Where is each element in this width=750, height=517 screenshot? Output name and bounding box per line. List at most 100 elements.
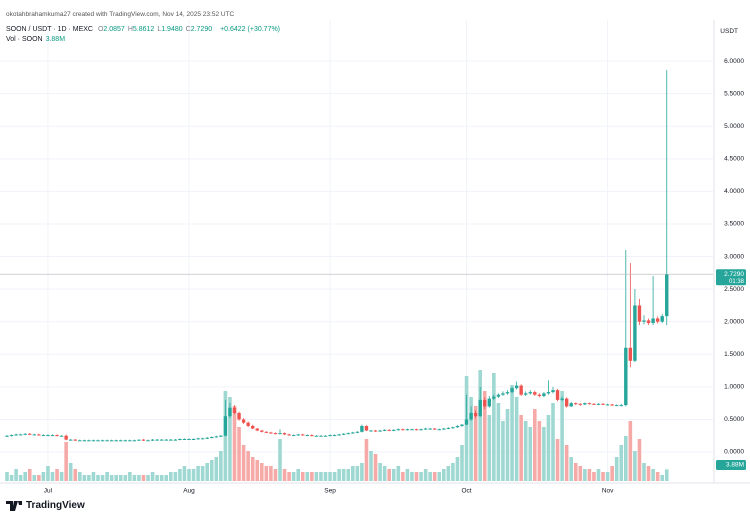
candle-body xyxy=(219,435,223,437)
candle-body xyxy=(328,435,332,437)
candle-body xyxy=(46,435,50,437)
symbol-title: SOON / USDT · 1D · MEXC xyxy=(6,26,93,33)
volume-bar xyxy=(346,469,351,481)
volume-bar xyxy=(182,466,187,481)
volume-bar xyxy=(523,421,528,481)
axis-unit: USDT xyxy=(720,28,738,35)
volume-bar xyxy=(646,466,651,481)
volume-bar xyxy=(50,472,55,481)
candle-body xyxy=(18,434,23,436)
candle-body xyxy=(501,393,505,395)
volume-bar xyxy=(241,445,246,481)
y-tick-label: 3.0000 xyxy=(724,253,744,260)
volume-bar xyxy=(451,463,455,481)
candle-body xyxy=(282,433,287,435)
candle-body xyxy=(542,393,546,396)
volume-bar xyxy=(228,397,232,481)
volume-bar xyxy=(514,397,519,481)
candle-body xyxy=(82,440,87,442)
volume-bar xyxy=(114,475,118,481)
candle-body xyxy=(596,403,601,405)
volume-bar xyxy=(387,469,391,481)
volume-bar xyxy=(478,370,482,481)
candle-body xyxy=(191,438,196,440)
volume-bar xyxy=(205,463,209,481)
candle-body xyxy=(187,438,191,440)
candle-body xyxy=(592,403,596,405)
volume-bar xyxy=(141,475,146,481)
y-tick-label: 6.0000 xyxy=(724,58,744,65)
candle-body xyxy=(483,399,487,407)
candle-body xyxy=(574,403,578,405)
volume-bar xyxy=(551,403,555,481)
volume-bar xyxy=(128,472,132,481)
candle-body xyxy=(314,435,319,437)
y-tick-label: 4.0000 xyxy=(724,188,744,195)
candle-body xyxy=(665,274,669,317)
volume-bar xyxy=(173,472,178,481)
candle-body xyxy=(487,398,491,407)
volume-bar xyxy=(109,475,114,481)
candle-body xyxy=(73,439,77,441)
volume-bar xyxy=(341,469,346,481)
volume-bar xyxy=(373,454,378,481)
volume-bar xyxy=(150,472,155,481)
volume-bar xyxy=(187,469,191,481)
candle-body xyxy=(660,316,664,322)
candle-body xyxy=(528,392,532,394)
candle-body xyxy=(87,440,91,442)
candle-body xyxy=(123,440,127,442)
volume-bar xyxy=(537,421,542,481)
candle-body xyxy=(392,429,396,431)
candle-body xyxy=(437,429,441,431)
volume-bar xyxy=(314,472,319,481)
volume-bar xyxy=(637,439,642,481)
volume-bar xyxy=(542,427,546,481)
volume-bar xyxy=(501,421,505,481)
volume-bar xyxy=(78,472,82,481)
volume-bar xyxy=(159,475,164,481)
candle-body xyxy=(587,403,592,405)
candle-body xyxy=(510,388,514,393)
volume-bar xyxy=(460,445,464,481)
candle-body xyxy=(619,405,623,407)
candle-body xyxy=(514,385,519,389)
candle-body xyxy=(241,419,246,423)
volume-legend: Vol · SOON 3.88M xyxy=(6,36,65,43)
candle-body xyxy=(337,434,341,436)
candle-body xyxy=(178,438,182,440)
volume-bar xyxy=(237,427,241,481)
candle-body xyxy=(442,428,446,430)
volume-bar xyxy=(564,445,569,481)
volume-bar xyxy=(319,472,323,481)
volume-bar xyxy=(27,469,32,481)
candle-body xyxy=(578,403,582,405)
volume-badge-label: 3.88M xyxy=(726,462,744,469)
candle-body xyxy=(305,435,309,437)
volume-bar xyxy=(528,427,533,481)
volume-bar xyxy=(191,469,196,481)
candle-body xyxy=(560,398,564,400)
volume-bar xyxy=(573,463,578,481)
candle-body xyxy=(69,439,73,441)
candle-body xyxy=(446,427,451,429)
candle-body xyxy=(232,407,237,413)
candle-body xyxy=(260,430,264,432)
candle-body xyxy=(128,440,132,442)
candle-body xyxy=(460,424,464,426)
candle-body xyxy=(433,428,437,430)
candle-body xyxy=(464,419,469,425)
volume-bar xyxy=(410,472,414,481)
volume-bar xyxy=(660,475,664,481)
candle-body xyxy=(455,425,460,428)
volume-bar xyxy=(533,409,537,481)
candle-body xyxy=(633,305,637,361)
candle-body xyxy=(492,396,496,399)
y-tick-label: 2.5000 xyxy=(724,286,744,293)
volume-bar xyxy=(610,466,614,481)
volume-bar xyxy=(64,442,68,481)
volume-bar xyxy=(601,472,605,481)
candle-body xyxy=(223,416,228,436)
